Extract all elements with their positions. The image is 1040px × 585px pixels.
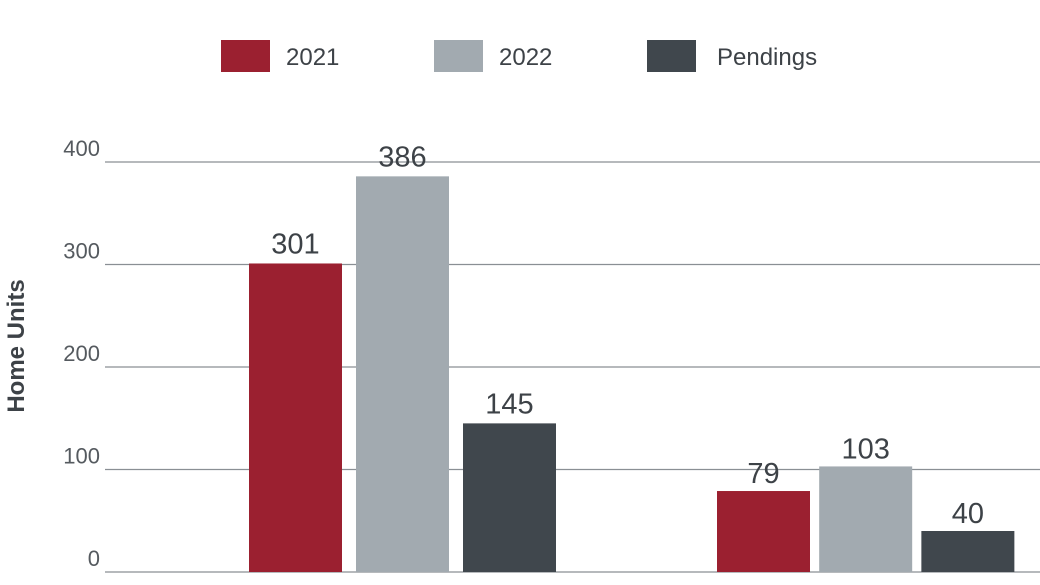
bar-2022-1 [356,176,449,572]
y-tick-label: 0 [88,546,100,571]
legend: 2021 2022 Pendings [221,40,817,72]
data-label: 386 [378,141,426,173]
bar-2021-2 [717,491,810,572]
y-axis-label: Home Units [3,279,30,412]
bar-pendings-2 [921,531,1015,572]
y-tick-label: 300 [63,239,100,264]
data-labels: 301 79 386 103 145 40 [271,141,984,530]
legend-label: 2021 [286,44,339,71]
data-label: 40 [952,498,984,530]
legend-swatch [221,40,270,72]
bar-pendings-1 [463,423,556,572]
bar-2021-1 [249,263,342,572]
data-label: 79 [747,458,779,490]
data-label: 301 [271,228,319,260]
legend-swatch [434,40,483,72]
y-axis-ticks: 0 100 200 300 400 [63,136,100,571]
bar-2022-2 [819,466,913,572]
y-tick-label: 100 [63,444,100,469]
data-label: 145 [485,388,533,420]
legend-swatch [647,40,696,72]
y-tick-label: 200 [63,341,100,366]
legend-label: Pendings [717,44,817,71]
y-tick-label: 400 [63,136,100,161]
bars [249,176,1015,572]
data-label: 103 [841,433,889,465]
legend-label: 2022 [499,44,552,71]
